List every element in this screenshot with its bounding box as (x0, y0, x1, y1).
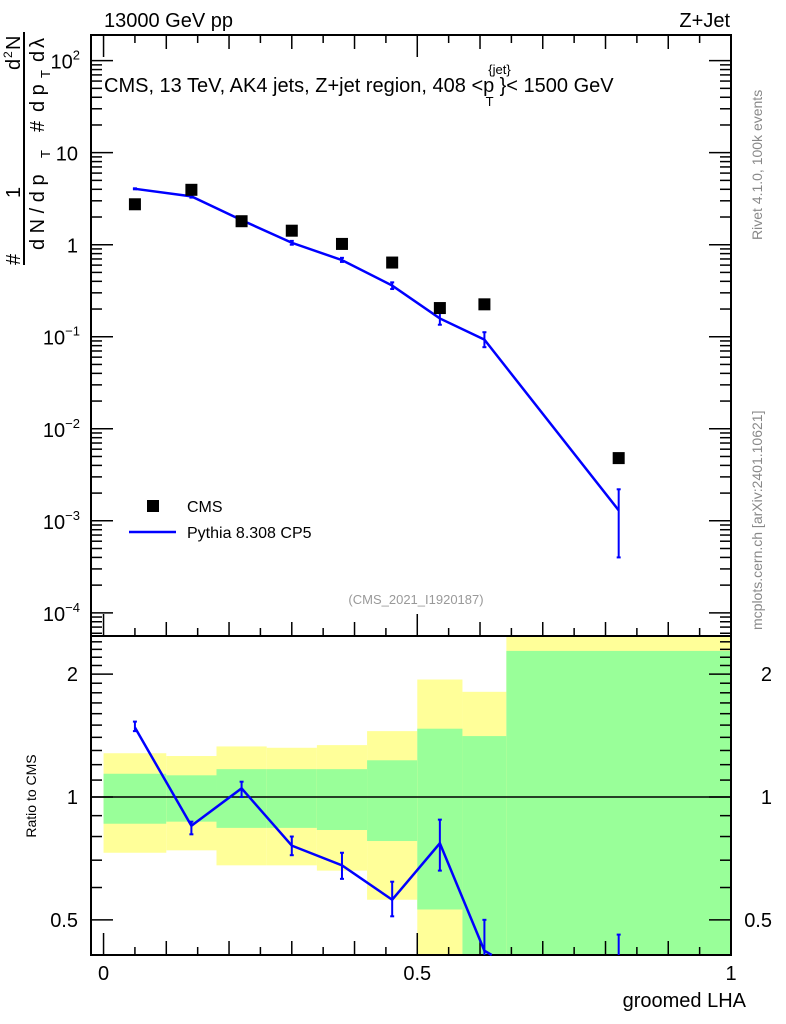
main-y-tick-label: 102 (51, 48, 80, 74)
rivet-label: Rivet 4.1.0, 100k events (749, 90, 765, 240)
x-tick-label: 1 (725, 963, 736, 985)
cms-data-point (185, 183, 198, 196)
main-y-tick-label: 1 (67, 236, 78, 258)
cms-data-point (478, 298, 491, 311)
main-y-tick-label: 10−1 (43, 324, 80, 350)
mcplots-label: mcplots.cern.ch [arXiv:2401.10621] (749, 411, 765, 630)
cms-data-point (612, 452, 625, 465)
green-band-bin (166, 775, 217, 822)
main-y-tick-label: 10−3 (43, 508, 80, 534)
x-tick-label: 0.5 (403, 963, 431, 985)
cms-data-point (128, 198, 141, 211)
ratio-y-tick-label-right: 2 (761, 664, 772, 686)
green-band-bin (103, 773, 167, 824)
ratio-y-tick-label: 0.5 (50, 910, 78, 932)
cms-data-point (433, 302, 446, 315)
ratio-axes: 0 0.5 1 2 2 1 1 0.5 0.5 (50, 635, 772, 985)
plot-title: CMS, 13 TeV, AK4 jets, Z+jet region, 408… (104, 62, 614, 109)
legend-cms-label: CMS (187, 499, 223, 516)
cms-data-point (335, 237, 348, 250)
x-axis-label: groomed LHA (623, 990, 747, 1012)
ratio-y-axis-label: Ratio to CMS (23, 754, 39, 837)
pythia-line (134, 187, 620, 512)
cms-data-point (386, 256, 399, 269)
ratio-y-tick-label: 2 (67, 664, 78, 686)
header-left: 13000 GeV pp (104, 10, 233, 32)
legend-pythia-label: Pythia 8.308 CP5 (187, 525, 312, 542)
green-band-bin (316, 769, 368, 831)
ratio-uncertainty-bands (103, 636, 731, 955)
ratio-frame (90, 635, 732, 956)
ratio-y-tick-label: 1 (67, 787, 78, 809)
analysis-id: (CMS_2021_I1920187) (348, 592, 483, 607)
main-y-tick-label: 10−2 (43, 416, 80, 442)
legend: CMS Pythia 8.308 CP5 (129, 499, 312, 542)
legend-cms-marker (147, 500, 159, 512)
green-band-bin (367, 760, 418, 842)
main-axes: 102 10 1 10−1 10−2 10−3 10−4 (43, 34, 732, 637)
data-marks (128, 183, 625, 957)
cms-data-point (285, 224, 298, 237)
main-y-axis-label: #1 d N / d pT#d2Nd pTdλ (1, 36, 53, 265)
main-y-tick-label: 10 (56, 144, 78, 166)
ratio-y-tick-label-right: 0.5 (744, 910, 772, 932)
green-band-bin (506, 650, 731, 955)
main-y-axis-label-group: #1 d N / d pT#d2Nd pTdλ (1, 32, 53, 265)
green-band-bin (216, 769, 267, 828)
green-band-bin (266, 769, 317, 828)
main-frame (90, 34, 732, 637)
ratio-y-tick-label-right: 1 (761, 787, 772, 809)
cms-data-point (235, 215, 248, 228)
x-tick-label: 0 (98, 963, 109, 985)
main-y-tick-label: 10−4 (43, 600, 80, 626)
header-right: Z+Jet (679, 10, 730, 32)
